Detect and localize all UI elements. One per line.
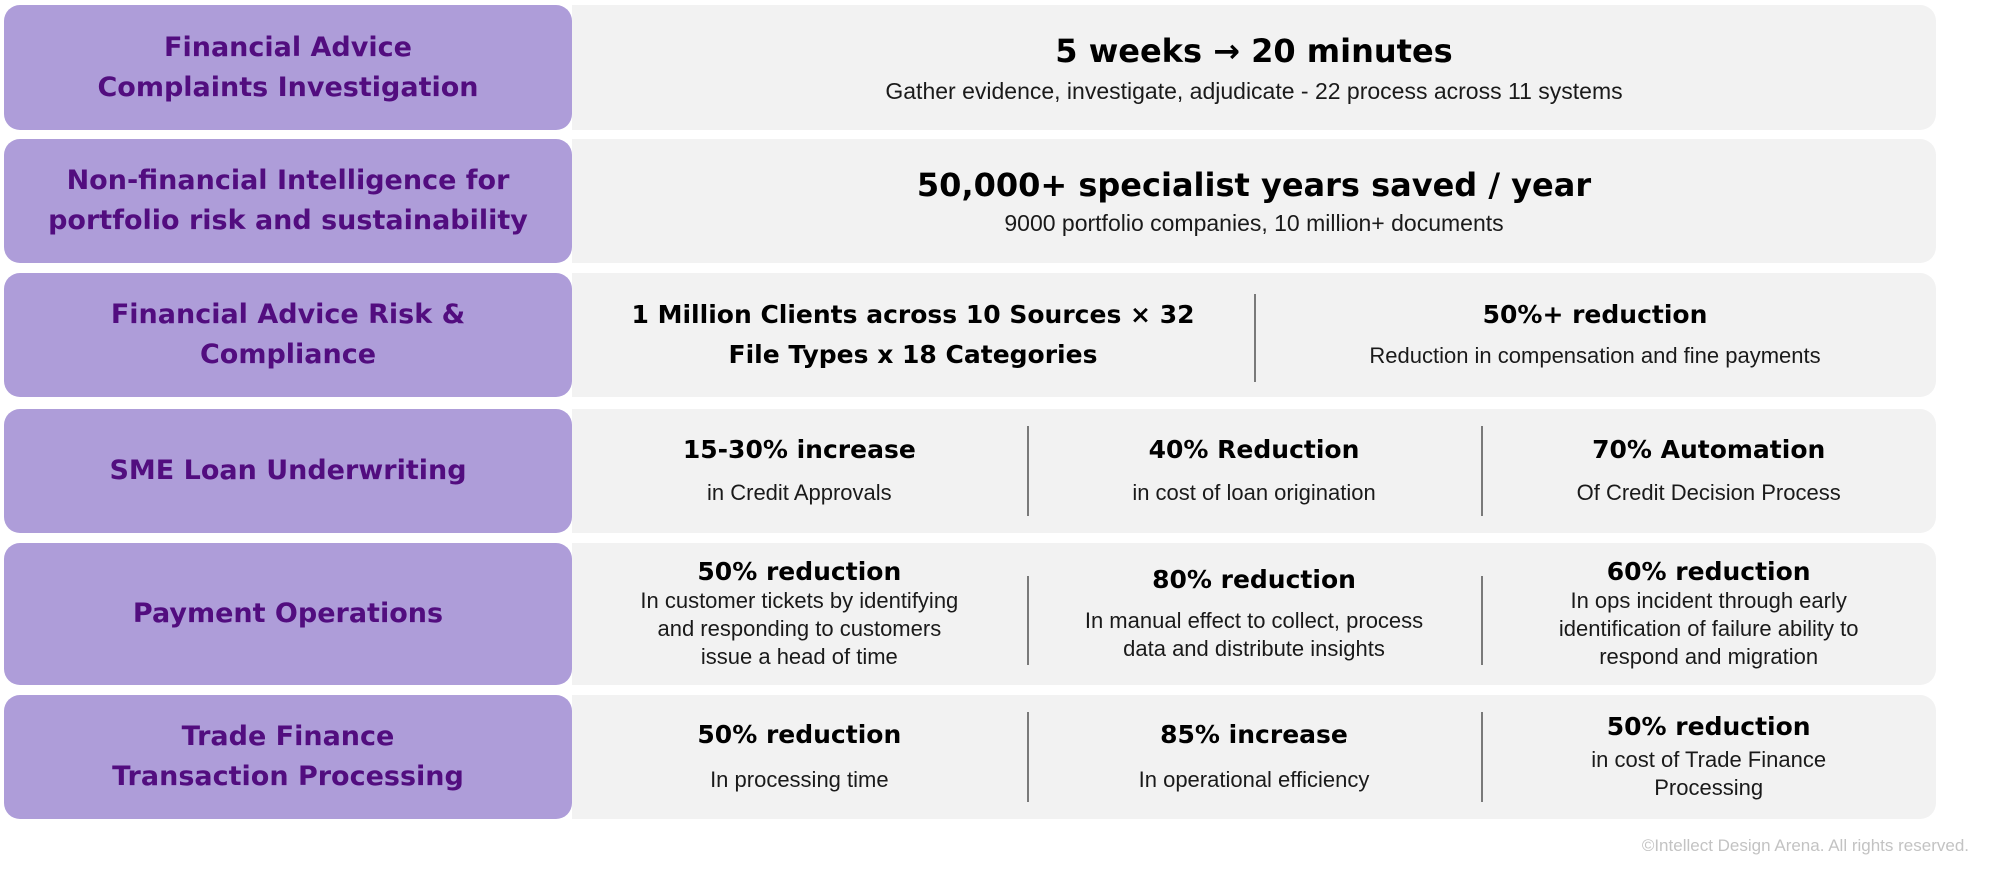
metric-description: In manual effect to collect, process dat…: [1084, 608, 1424, 661]
metric-headline: 50,000+ specialist years saved / year: [916, 166, 1592, 204]
metric-headline: 85% increase: [1160, 720, 1348, 749]
metric: 15-30% increase in Credit Approvals: [572, 409, 1027, 533]
metric-headline: 40% Reduction: [1148, 435, 1360, 464]
copyright-footer: ©Intellect Design Arena. All rights rese…: [1641, 836, 1969, 855]
metric: 40% Reduction in cost of loan originatio…: [1026, 409, 1482, 533]
row-label: Financial Advice Risk & Compliance: [4, 273, 572, 397]
row-label: Financial Advice Complaints Investigatio…: [4, 5, 572, 130]
column-divider: [1481, 576, 1484, 665]
metric: 50% reduction in cost of Trade Finance P…: [1481, 695, 1936, 819]
metric-headline: 50% reduction: [697, 557, 902, 586]
row-label: Payment Operations: [4, 543, 572, 685]
metric: 50,000+ specialist years saved / year 90…: [572, 139, 1936, 263]
row-sme-loan: SME Loan Underwriting 15-30% increase in…: [4, 409, 1936, 533]
metric: 60% reduction In ops incident through ea…: [1481, 543, 1936, 685]
metric: 50% reduction In processing time: [572, 695, 1027, 819]
row-label: SME Loan Underwriting: [4, 409, 572, 533]
metric-headline: 70% Automation: [1592, 435, 1826, 464]
metric-headline: 50%+ reduction: [1482, 300, 1708, 329]
row-label: Non-financial Intelligence for portfolio…: [4, 139, 572, 263]
metric: 50% reduction In customer tickets by ide…: [572, 543, 1027, 685]
row-non-financial-intelligence: Non-financial Intelligence for portfolio…: [4, 139, 1936, 263]
metric-headline: 50% reduction: [697, 720, 902, 749]
metric-description: in cost of Trade Finance Processing: [1591, 747, 1827, 800]
metric-description: 9000 portfolio companies, 10 million+ do…: [1004, 210, 1504, 236]
metrics-panel: 50% reduction In customer tickets by ide…: [572, 543, 1936, 685]
metric: 50%+ reduction Reduction in compensation…: [1254, 273, 1936, 397]
column-divider: [1026, 712, 1029, 802]
metric-description: In customer tickets by identifying and r…: [640, 588, 959, 669]
metric: 1 Million Clients across 10 Sources × 32…: [572, 273, 1254, 397]
metric: 5 weeks → 20 minutes Gather evidence, in…: [572, 5, 1936, 130]
metric-description: In operational efficiency: [1138, 767, 1370, 792]
metric-headline: 15-30% increase: [682, 435, 916, 464]
column-divider: [1254, 294, 1256, 382]
metric-description: in cost of loan origination: [1132, 480, 1376, 505]
column-divider: [1481, 426, 1484, 516]
column-divider: [1481, 712, 1484, 802]
metrics-panel: 50,000+ specialist years saved / year 90…: [572, 139, 1936, 263]
metrics-panel: 50% reduction In processing time 85% inc…: [572, 695, 1936, 819]
metric-description: In ops incident through early identifica…: [1558, 588, 1859, 669]
metrics-panel: 1 Million Clients across 10 Sources × 32…: [572, 273, 1936, 397]
metric-headline: 1 Million Clients across 10 Sources × 32…: [631, 300, 1195, 369]
metric-description: In processing time: [710, 767, 889, 792]
column-divider: [1026, 426, 1029, 516]
row-risk-compliance: Financial Advice Risk & Compliance 1 Mil…: [4, 273, 1936, 397]
metric: 85% increase In operational efficiency: [1026, 695, 1482, 819]
metric: 70% Automation Of Credit Decision Proces…: [1481, 409, 1936, 533]
metric-description: Gather evidence, investigate, adjudicate…: [885, 77, 1623, 104]
row-payment-operations: Payment Operations 50% reduction In cust…: [4, 543, 1936, 685]
row-label: Trade Finance Transaction Processing: [4, 695, 572, 819]
metric-headline: 60% reduction: [1606, 557, 1811, 586]
metric-description: in Credit Approvals: [707, 480, 892, 505]
row-trade-finance: Trade Finance Transaction Processing 50%…: [4, 695, 1936, 819]
metric-description: Of Credit Decision Process: [1576, 480, 1841, 505]
metric-headline: 80% reduction: [1152, 565, 1356, 594]
metrics-panel: 5 weeks → 20 minutes Gather evidence, in…: [572, 5, 1936, 130]
column-divider: [1026, 576, 1029, 665]
metric-headline: 5 weeks → 20 minutes: [1055, 31, 1453, 70]
metric-headline: 50% reduction: [1606, 712, 1811, 741]
metric: 80% reduction In manual effect to collec…: [1026, 543, 1482, 685]
row-complaints-investigation: Financial Advice Complaints Investigatio…: [4, 5, 1936, 130]
metrics-panel: 15-30% increase in Credit Approvals 40% …: [572, 409, 1936, 533]
metric-description: Reduction in compensation and fine payme…: [1369, 343, 1821, 368]
